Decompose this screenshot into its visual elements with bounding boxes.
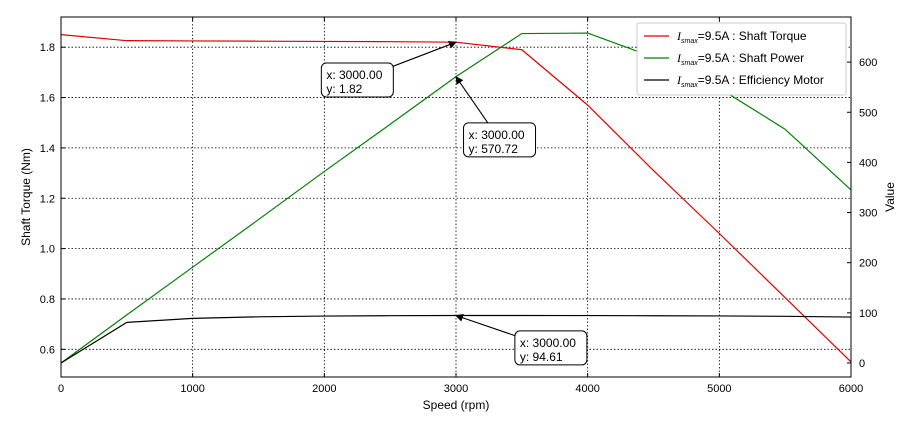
y-left-tick-label: 1.2 — [40, 193, 55, 205]
y-axis-right-label: Value — [883, 182, 897, 212]
annotation-box-0 — [320, 62, 394, 98]
x-tick-label: 1000 — [180, 383, 204, 395]
annotation-arrow-0 — [393, 40, 457, 67]
y-right-tick-label: 100 — [859, 308, 877, 320]
y-left-tick-label: 1.0 — [40, 244, 55, 256]
y-left-tick-label: 1.4 — [40, 143, 55, 155]
annotation-text-y-2: y: 94.61 — [520, 350, 563, 364]
annotation-box-2 — [514, 330, 588, 366]
y-right-tick-label: 500 — [859, 107, 877, 119]
x-tick-label: 3000 — [444, 383, 468, 395]
legend-label-0: Ismax=9.5A : Shaft Torque — [676, 29, 807, 45]
x-tick-label: 5000 — [707, 383, 731, 395]
legend-box — [636, 22, 847, 96]
y-right-tick-label: 300 — [859, 208, 877, 220]
y-right-tick-label: 400 — [859, 157, 877, 169]
annotation-arrow-1 — [455, 75, 489, 124]
annotation-text-x-1: x: 3000.00 — [469, 128, 525, 142]
y-right-tick-label: 200 — [859, 258, 877, 270]
x-tick-label: 0 — [58, 383, 64, 395]
annotation-text-y-1: y: 570.72 — [469, 142, 519, 156]
annotation-text-x-2: x: 3000.00 — [520, 336, 576, 350]
ticks: 0 1000 2000 3000 4000 5000 60000.60.81.01.21.4… — [40, 17, 877, 395]
x-tick-label: 4000 — [575, 383, 599, 395]
annotation-arrow-2 — [455, 314, 516, 337]
y-right-tick-label: 0 — [859, 358, 865, 370]
x-tick-label: 2000 — [312, 383, 336, 395]
x-axis-label: Speed (rpm) — [423, 398, 490, 412]
y-left-tick-label: 1.6 — [40, 93, 55, 105]
legend-label-1: Ismax=9.5A : Shaft Power — [676, 51, 804, 67]
legend: Ismax=9.5A : Shaft Torque Ismax=9.5A : Sh… — [636, 22, 847, 96]
x-tick-label: 6000 — [839, 383, 863, 395]
annotations: x: 3000.00y: 1.82x: 3000.00y: 570.72x: 3… — [320, 40, 588, 366]
y-right-tick-label: 600 — [859, 57, 877, 69]
y-left-tick-label: 1.8 — [40, 42, 55, 54]
y-left-tick-label: 0.8 — [40, 294, 55, 306]
annotation-text-y-0: y: 1.82 — [326, 82, 362, 96]
annotation-text-x-0: x: 3000.00 — [326, 68, 382, 82]
legend-label-2: Ismax=9.5A : Efficiency Motor — [676, 73, 824, 89]
annotation-box-1 — [463, 122, 537, 158]
y-axis-left-label: Shaft Torque (Nm) — [19, 148, 33, 246]
y-left-tick-label: 0.6 — [40, 344, 55, 356]
